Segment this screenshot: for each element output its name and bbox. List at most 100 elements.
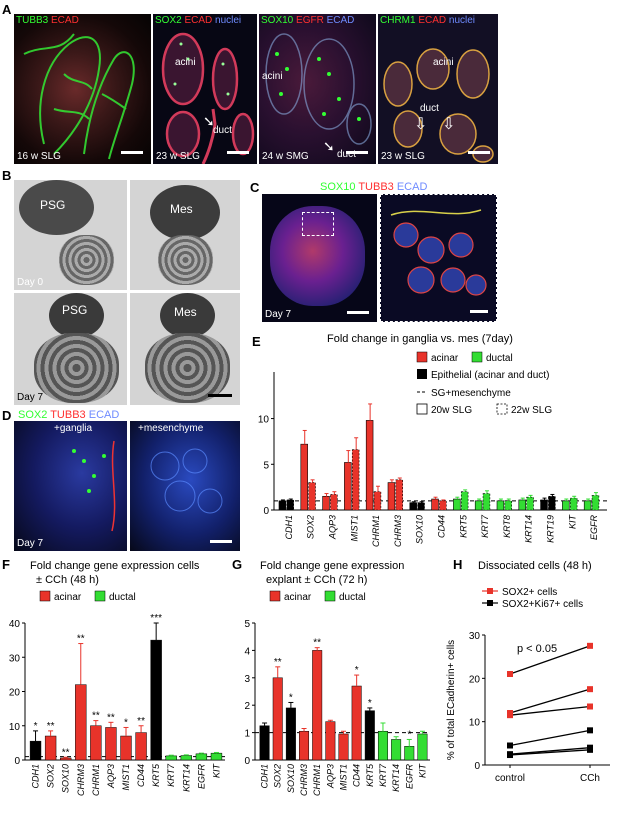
panel-letter-c: C (250, 180, 260, 195)
brightfield-b2: Mes (130, 180, 240, 290)
bar (308, 482, 316, 511)
label-psg-b1: PSG (40, 198, 66, 212)
data-point (587, 746, 593, 753)
panel-letter-d: D (2, 408, 12, 423)
legend-label-sg-mes: SG+mesenchyme (431, 388, 511, 399)
x-tick-label: KRT7 (166, 763, 176, 787)
bar (120, 735, 132, 761)
bar (377, 730, 388, 761)
scale-bar (227, 151, 249, 154)
legend-swatch-acinar (39, 590, 51, 602)
paired-line (509, 645, 591, 675)
significance-marker: *** (150, 613, 162, 624)
bar (387, 482, 396, 511)
x-tick-label: control (495, 773, 525, 784)
bar (344, 462, 352, 511)
bar (518, 499, 526, 511)
x-tick-label: CHRM3 (299, 764, 309, 796)
significance-marker: * (368, 698, 372, 709)
micrograph-a4: CHRM1 ECAD nuclei acini duct ⇩ ⇩ 23 w SL… (378, 14, 498, 164)
x-tick-label: EGFR (589, 515, 599, 541)
chart-title: Dissociated cells (48 h) (478, 560, 592, 572)
panel-letter-f: F (2, 557, 10, 572)
significance-marker: ** (92, 711, 100, 722)
bar (431, 498, 439, 511)
day-label-b1: Day 0 (17, 277, 44, 288)
y-tick-label: 1 (244, 729, 250, 740)
x-tick-label: EGFR (404, 764, 414, 790)
x-tick-label: CDH1 (284, 515, 294, 540)
day-label-c: Day 7 (265, 309, 292, 320)
x-tick-label: CCh (580, 773, 600, 784)
bar (278, 500, 287, 511)
legend-swatch-ductal (94, 590, 106, 602)
significance-marker: * (289, 692, 293, 703)
arrow-icon: ⇩ (414, 116, 428, 133)
chart-e: Fold change in ganglia vs. mes (7day) 0 5 1… (258, 333, 607, 547)
bar (439, 500, 447, 511)
stain-name: TUBB3 (47, 409, 86, 421)
legend-marker (487, 588, 493, 594)
chart-h: Dissociated cells (48 h) SOX2+ cellsSOX2+… (446, 560, 610, 784)
x-tick-label: CDH1 (260, 764, 270, 789)
bar (300, 443, 308, 511)
stain-label-c: SOX10 TUBB3 ECAD (320, 181, 427, 193)
legend-swatch-ductal (324, 590, 336, 602)
stain-name: nuclei (212, 15, 242, 26)
micrograph-d-ganglia: +ganglia Day 7 (14, 421, 127, 551)
note-acini-a2: acini (175, 57, 196, 68)
legend-label-22w: 22w SLG (511, 405, 552, 416)
bar (364, 710, 375, 761)
stain-label-a3: SOX10 EGFR ECAD (261, 15, 354, 26)
y-axis-label: % of total ECadherin+ cells (446, 640, 457, 760)
stain-name: SOX2 (18, 409, 48, 421)
label-mes-b2: Mes (170, 202, 193, 216)
day-label-d: Day 7 (17, 538, 44, 549)
bar (453, 498, 461, 511)
x-tick-label: AQP3 (325, 764, 335, 789)
scale-bar (346, 151, 368, 154)
chart-f: Fold change gene expression cells ± CCh (… (9, 560, 225, 796)
y-tick-label: 40 (9, 619, 21, 630)
x-tick-label: SOX10 (415, 515, 425, 544)
x-tick-label: KRT5 (365, 763, 375, 787)
stain-name: CHRM1 (380, 15, 416, 26)
legend-label-ductal: ductal (486, 353, 513, 364)
significance-marker: * (407, 729, 411, 740)
legend-label: SOX2+Ki67+ cells (502, 599, 583, 610)
panel-letter-h: H (453, 557, 463, 572)
bar (165, 755, 177, 761)
bar (373, 491, 382, 511)
scale-bar (468, 151, 490, 154)
y-tick-label: 10 (469, 718, 481, 729)
chart-subtitle: explant ± CCh (72 h) (266, 574, 367, 586)
y-tick-label: 10 (258, 415, 270, 426)
stain-name: ECAD (48, 15, 79, 26)
y-tick-label: 0 (263, 506, 269, 517)
data-point (587, 686, 593, 693)
x-tick-label: KRT7 (378, 763, 388, 787)
x-tick-label: CHRM3 (393, 515, 403, 547)
data-point (507, 671, 513, 677)
panel-letter-g: G (232, 557, 243, 572)
legend-label: SOX2+ cells (502, 587, 557, 598)
x-tick-label: KIT (417, 763, 427, 779)
y-tick-label: 10 (9, 722, 21, 733)
data-point (587, 703, 593, 710)
x-tick-label: SOX2 (306, 515, 316, 539)
legend-swatch-ductal (471, 351, 483, 363)
y-tick-label: 30 (9, 653, 21, 664)
y-tick-label: 5 (244, 619, 250, 630)
caption-a3: 24 w SMG (262, 151, 309, 162)
bar (526, 496, 534, 511)
stain-name: SOX10 (320, 181, 356, 193)
legend-label-ductal: ductal (109, 592, 136, 603)
stain-label-d: SOX2 TUBB3 ECAD (18, 409, 119, 421)
bar (312, 650, 323, 761)
x-tick-label: KIT (211, 763, 221, 779)
bar (105, 727, 117, 761)
y-tick-label: 0 (474, 761, 480, 772)
stain-name: nuclei (446, 15, 476, 26)
data-point (507, 752, 513, 759)
note-duct-a4: duct (420, 103, 439, 114)
